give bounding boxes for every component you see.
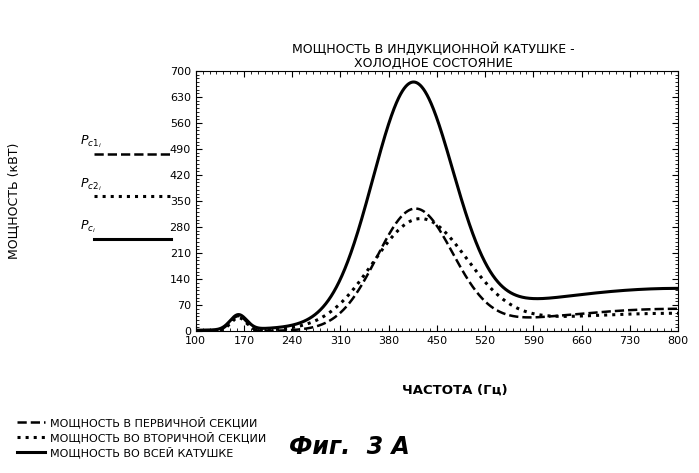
Text: $P_{c1_i}$: $P_{c1_i}$ [80,133,102,150]
Text: МОЩНОСТЬ В ИНДУКЦИОННОЙ КАТУШКЕ -: МОЩНОСТЬ В ИНДУКЦИОННОЙ КАТУШКЕ - [292,43,575,56]
Text: $P_{c_i}$: $P_{c_i}$ [80,219,96,236]
Text: ХОЛОДНОЕ СОСТОЯНИЕ: ХОЛОДНОЕ СОСТОЯНИЕ [354,57,513,70]
Text: ЧАСТОТА (Гц): ЧАСТОТА (Гц) [401,384,507,397]
Text: $P_{c2_i}$: $P_{c2_i}$ [80,176,102,193]
Text: МОЩНОСТЬ (кВТ): МОЩНОСТЬ (кВТ) [8,143,20,259]
Text: Фиг.  3 А: Фиг. 3 А [289,435,410,459]
Legend: МОЩНОСТЬ В ПЕРВИЧНОЙ СЕКЦИИ, МОЩНОСТЬ ВО ВТОРИЧНОЙ СЕКЦИИ, МОЩНОСТЬ ВО ВСЕЙ КАТУ: МОЩНОСТЬ В ПЕРВИЧНОЙ СЕКЦИИ, МОЩНОСТЬ ВО… [13,412,271,463]
